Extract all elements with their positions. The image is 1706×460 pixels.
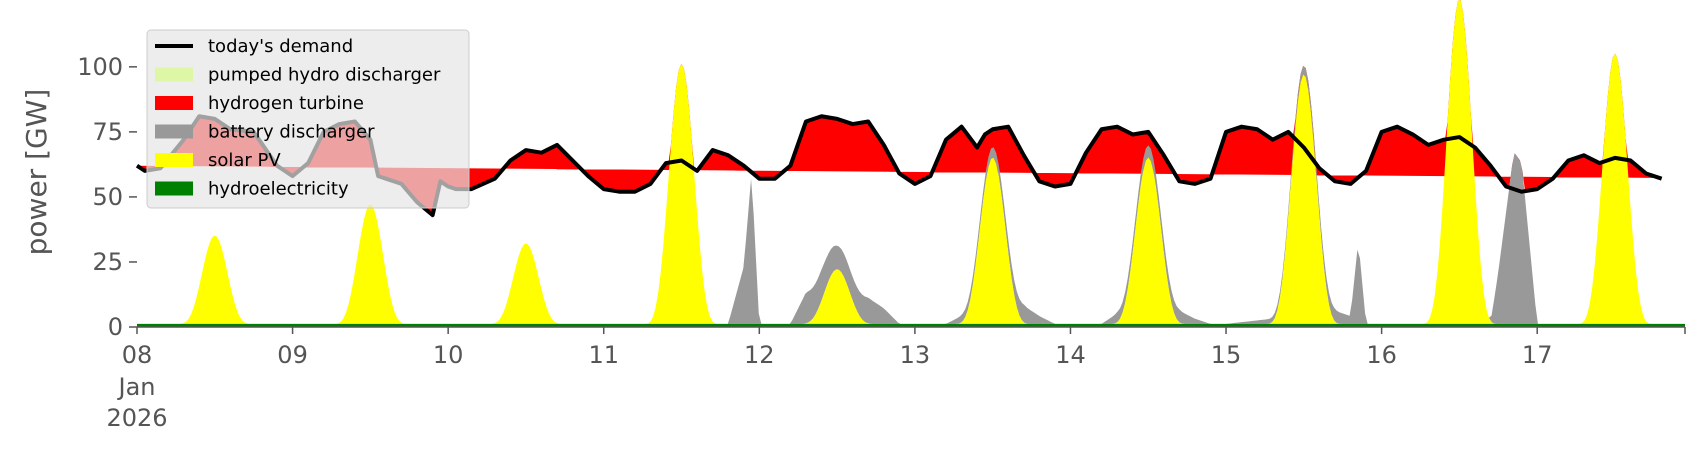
legend-label: hydrogen turbine [208,93,364,114]
x-tick-sublabel: Jan [117,373,156,401]
legend-label: battery discharger [208,122,375,143]
legend-label: hydroelectricity [208,179,349,200]
x-tick-label: 14 [1055,341,1086,369]
legend-swatch [155,153,193,167]
stacked-areas [137,0,1685,327]
x-tick-label: 15 [1211,341,1242,369]
x-tick-label: 11 [588,341,619,369]
legend-label: solar PV [208,150,281,171]
legend: today's demand pumped hydro discharger hyd… [146,29,470,209]
y-tick-label: 75 [92,118,123,146]
legend-label: pumped hydro discharger [208,65,441,86]
legend-swatch [155,96,193,110]
x-tick-sublabel: 2026 [106,404,167,432]
x-tick-label: 16 [1366,341,1397,369]
hydroelectricity-area [137,323,1685,327]
legend-label: today's demand [208,36,353,57]
legend-swatch [155,67,193,82]
y-axis: 0 25 50 75 100 [77,53,137,341]
x-tick-label: 12 [744,341,775,369]
y-axis-title: power [GW] [20,89,53,256]
x-tick-label: 08 [122,341,153,369]
legend-box [146,29,470,209]
y-tick-label: 25 [92,248,123,276]
legend-swatch [155,124,193,139]
x-axis: 08 09 10 11 12 13 14 15 16 17 Jan 2026 [106,327,1686,432]
y-tick-label: 100 [77,53,123,81]
x-tick-label: 13 [900,341,931,369]
solar-pv-area [137,0,1685,324]
hydrogen-turbine-area [137,0,1660,214]
battery-discharger-area [137,0,1685,324]
x-tick-label: 09 [277,341,308,369]
y-tick-label: 50 [92,183,123,211]
x-tick-label: 10 [433,341,464,369]
y-tick-label: 0 [108,313,123,341]
legend-swatch [155,181,193,196]
x-tick-label: 17 [1522,341,1553,369]
